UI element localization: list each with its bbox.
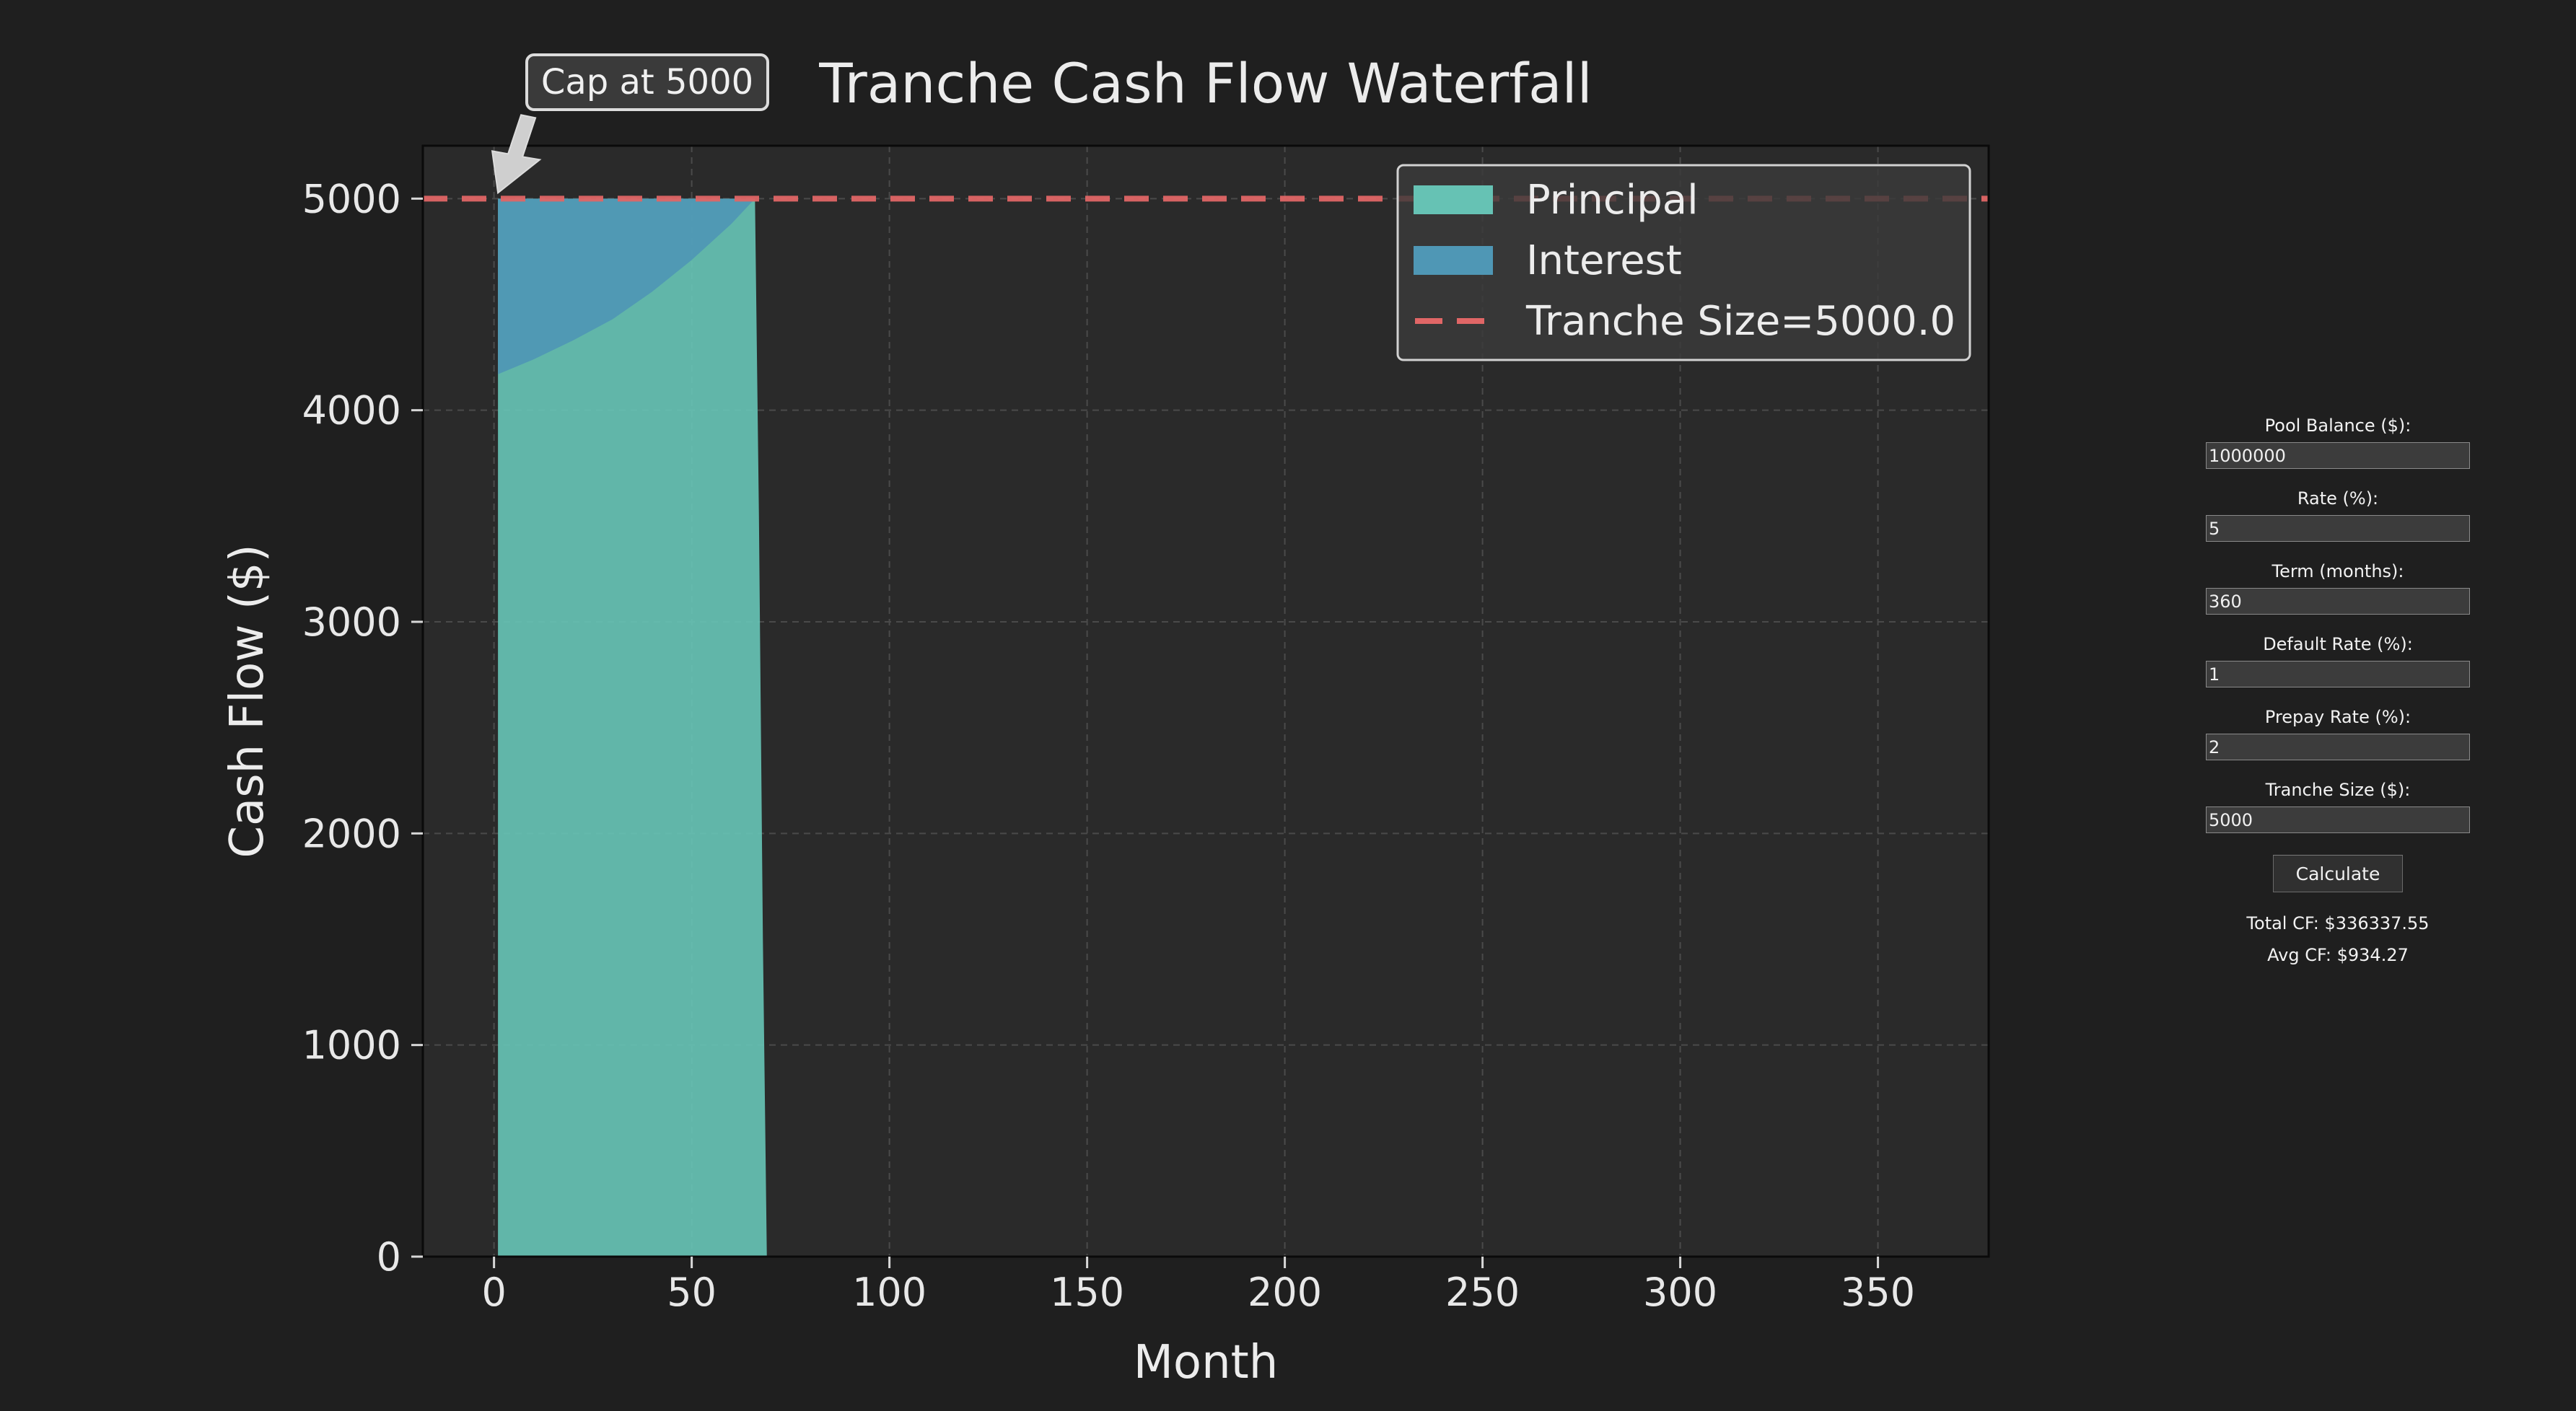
- x-tick-label: 50: [667, 1270, 717, 1315]
- prepay-rate-label: Prepay Rate (%):: [2264, 707, 2411, 727]
- tranche-size-label: Tranche Size ($):: [2265, 780, 2411, 800]
- y-tick-label: 3000: [302, 599, 401, 645]
- term-field: Term (months):: [2204, 561, 2471, 615]
- calculate-button[interactable]: Calculate: [2273, 855, 2403, 892]
- x-tick-label: 100: [852, 1270, 926, 1315]
- x-tick-label: 200: [1248, 1270, 1322, 1315]
- principal-area: [498, 198, 767, 1257]
- legend-label-tranche-size: Tranche Size=5000.0: [1525, 298, 1955, 345]
- annotation-box: [525, 53, 769, 111]
- legend-swatch-interest: [1414, 246, 1493, 275]
- x-tick-label: 0: [481, 1270, 506, 1315]
- term-input[interactable]: [2206, 588, 2470, 615]
- x-axis-label: Month: [1134, 1336, 1279, 1389]
- y-tick-label: 1000: [302, 1023, 401, 1068]
- y-axis-label: Cash Flow ($): [221, 544, 274, 858]
- term-label: Term (months):: [2271, 561, 2404, 581]
- x-tick-label: 150: [1050, 1270, 1124, 1315]
- annotation-text: Cap at 5000: [541, 62, 753, 102]
- x-tick-label: 300: [1643, 1270, 1717, 1315]
- default-rate-input[interactable]: [2206, 661, 2470, 687]
- legend-swatch-principal: [1414, 185, 1493, 214]
- control-panel: Pool Balance ($): Rate (%): Term (months…: [2204, 415, 2471, 966]
- prepay-rate-field: Prepay Rate (%):: [2204, 706, 2471, 760]
- total-cf-text: Total CF: $336337.55: [2246, 913, 2430, 933]
- default-rate-label: Default Rate (%):: [2263, 634, 2413, 654]
- x-tick-label: 350: [1841, 1270, 1915, 1315]
- rate-label: Rate (%):: [2297, 488, 2379, 509]
- pool-balance-field: Pool Balance ($):: [2204, 415, 2471, 469]
- cash-flow-chart: 0 50 100 150 200 250 300 350 0 1000 2000 3000 4000 50…: [221, 51, 1990, 1389]
- rate-input[interactable]: [2206, 515, 2470, 542]
- pool-balance-input[interactable]: [2206, 442, 2470, 469]
- y-tick-label: 5000: [302, 176, 401, 221]
- legend-box: [1396, 164, 1971, 361]
- chart-title: Tranche Cash Flow Waterfall: [818, 51, 1593, 115]
- tranche-size-field: Tranche Size ($):: [2204, 779, 2471, 833]
- rate-field: Rate (%):: [2204, 488, 2471, 542]
- legend-label-principal: Principal: [1526, 177, 1699, 224]
- plot-frame: [421, 144, 1990, 1258]
- default-rate-field: Default Rate (%):: [2204, 633, 2471, 687]
- annotation-arrow: [491, 114, 542, 195]
- x-tick-label: 250: [1445, 1270, 1520, 1315]
- y-tick-label: 0: [377, 1234, 401, 1280]
- prepay-rate-input[interactable]: [2206, 734, 2470, 760]
- avg-cf-text: Avg CF: $934.27: [2267, 945, 2409, 965]
- y-tick-label: 4000: [302, 388, 401, 434]
- pool-balance-label: Pool Balance ($):: [2264, 416, 2411, 436]
- interest-area: [498, 198, 755, 374]
- tranche-size-input[interactable]: [2206, 806, 2470, 833]
- legend-label-interest: Interest: [1526, 237, 1682, 284]
- y-tick-label: 2000: [302, 811, 401, 856]
